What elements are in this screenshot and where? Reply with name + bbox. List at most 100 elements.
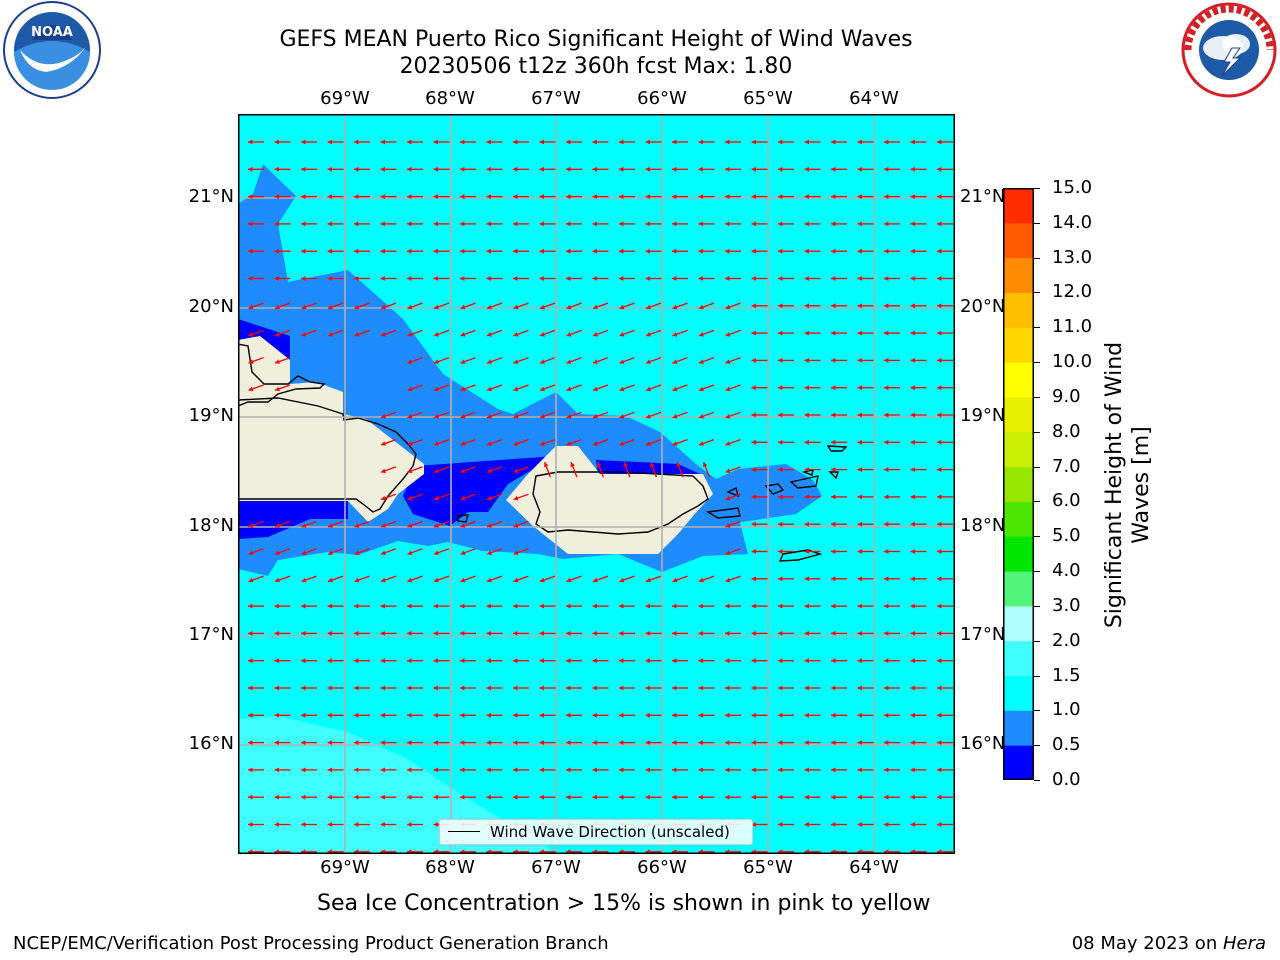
wind-arrow-head (831, 494, 836, 500)
wind-arrow-head (910, 549, 915, 554)
wind-arrow-head (910, 521, 915, 527)
wind-arrow-head (778, 794, 783, 800)
wave-height-map (238, 114, 955, 854)
wind-arrow-head (857, 221, 862, 227)
wind-arrow-head (248, 359, 254, 364)
wind-arrow-head (725, 248, 730, 254)
wind-arrow-head (831, 658, 836, 664)
wind-arrow-head (570, 462, 575, 468)
lat-label-left: 16°N (188, 733, 234, 754)
wind-arrow-head (646, 414, 651, 419)
wind-arrow-head (910, 439, 915, 445)
wind-arrow-head (566, 794, 571, 800)
wind-arrow-head (804, 221, 809, 227)
wind-arrow-head (804, 631, 809, 636)
wind-arrow-head (619, 332, 625, 337)
wind-arrow-head (248, 822, 253, 827)
wind-arrow-head (910, 412, 915, 418)
wind-arrow-head (725, 139, 730, 145)
wind-arrow-head (910, 822, 915, 827)
wind-arrow-head (698, 631, 703, 636)
colorbar-segment (1003, 710, 1034, 746)
wind-arrow-head (566, 139, 571, 145)
wind-arrow-head (407, 468, 413, 474)
date-text: 08 May 2023 on Hera (1072, 933, 1266, 954)
wind-arrow-head (699, 386, 704, 392)
wind-arrow-head (672, 712, 677, 718)
wind-arrow-head (487, 550, 492, 555)
wind-arrow-head (831, 767, 836, 773)
wind-arrow-head (460, 495, 466, 501)
wind-arrow-head (593, 414, 598, 419)
wind-arrow-head (460, 523, 466, 528)
wind-arrow-head (380, 248, 385, 254)
wind-arrow-head (804, 439, 809, 445)
wind-arrow-head (672, 276, 677, 281)
wind-arrow-head (301, 577, 307, 583)
wind-arrow-head (540, 332, 545, 337)
wind-arrow-head (592, 631, 597, 636)
wind-arrow-head (593, 359, 598, 364)
wind-arrow-head (354, 139, 359, 145)
colorbar-tick (1034, 745, 1040, 747)
wind-arrow-head (460, 139, 465, 145)
wind-arrow-head (619, 386, 625, 392)
wind-arrow-head (433, 658, 438, 664)
wind-arrow-head (619, 631, 624, 636)
wind-arrow-head (831, 303, 836, 309)
wind-arrow-head (513, 603, 518, 609)
wind-arrow-head (645, 194, 650, 199)
colorbar-segment (1003, 675, 1034, 711)
wind-arrow-head (751, 166, 756, 172)
wind-arrow-head (539, 740, 544, 745)
wind-arrow-head (884, 221, 889, 227)
wind-arrow-head (434, 495, 439, 501)
wind-arrow-head (884, 194, 889, 199)
wind-arrow-head (725, 468, 731, 474)
wind-arrow-head (275, 332, 280, 337)
coastline-puerto-rico (532, 471, 709, 535)
wind-arrow-head (698, 658, 703, 664)
wind-arrow-head (751, 631, 756, 636)
wind-arrow-head (831, 358, 836, 363)
wind-arrow-head (301, 194, 306, 199)
wind-arrow-head (248, 332, 254, 337)
colorbar-tick-label: 0.0 (1052, 769, 1081, 790)
wind-arrow-head (831, 685, 836, 691)
wind-arrow-head (354, 523, 360, 528)
wind-arrow-head (566, 304, 572, 310)
wind-arrow-head (434, 386, 439, 392)
wind-arrow-head (857, 139, 862, 145)
wind-arrow-head (725, 194, 730, 199)
wind-arrow-head (248, 194, 253, 199)
wind-arrow-head (937, 303, 942, 309)
wind-arrow-head (857, 467, 862, 472)
wind-arrow-head (623, 462, 628, 468)
colorbar-tick (1034, 222, 1040, 224)
wind-arrow-head (592, 166, 597, 172)
wind-arrow-head (539, 276, 544, 281)
wind-arrow-head (884, 358, 889, 363)
wind-arrow-head (460, 248, 465, 254)
lat-label-right: 19°N (960, 405, 1006, 426)
wind-arrow-head (857, 822, 862, 827)
wind-arrow-head (566, 685, 571, 691)
wind-arrow-head (248, 712, 253, 718)
wind-arrow-head (910, 631, 915, 636)
wind-arrow-head (248, 685, 253, 691)
wind-arrow-head (354, 276, 359, 281)
wind-arrow-head (513, 166, 518, 172)
wind-arrow-head (884, 439, 889, 445)
wind-arrow-head (460, 359, 466, 364)
colorbar-segment (1003, 431, 1034, 468)
wind-arrow-head (248, 631, 253, 636)
wind-arrow-head (460, 740, 465, 745)
wind-arrow-head (751, 330, 756, 336)
wind-arrow-head (380, 822, 385, 827)
chart-subtitle: 20230506 t12z 360h fcst Max: 1.80 (399, 54, 793, 79)
coastline-mona (457, 514, 469, 523)
wind-arrow-head (751, 603, 756, 609)
wind-arrow-head (619, 359, 625, 364)
wind-arrow-head (274, 794, 279, 800)
wind-arrow-head (831, 549, 836, 554)
